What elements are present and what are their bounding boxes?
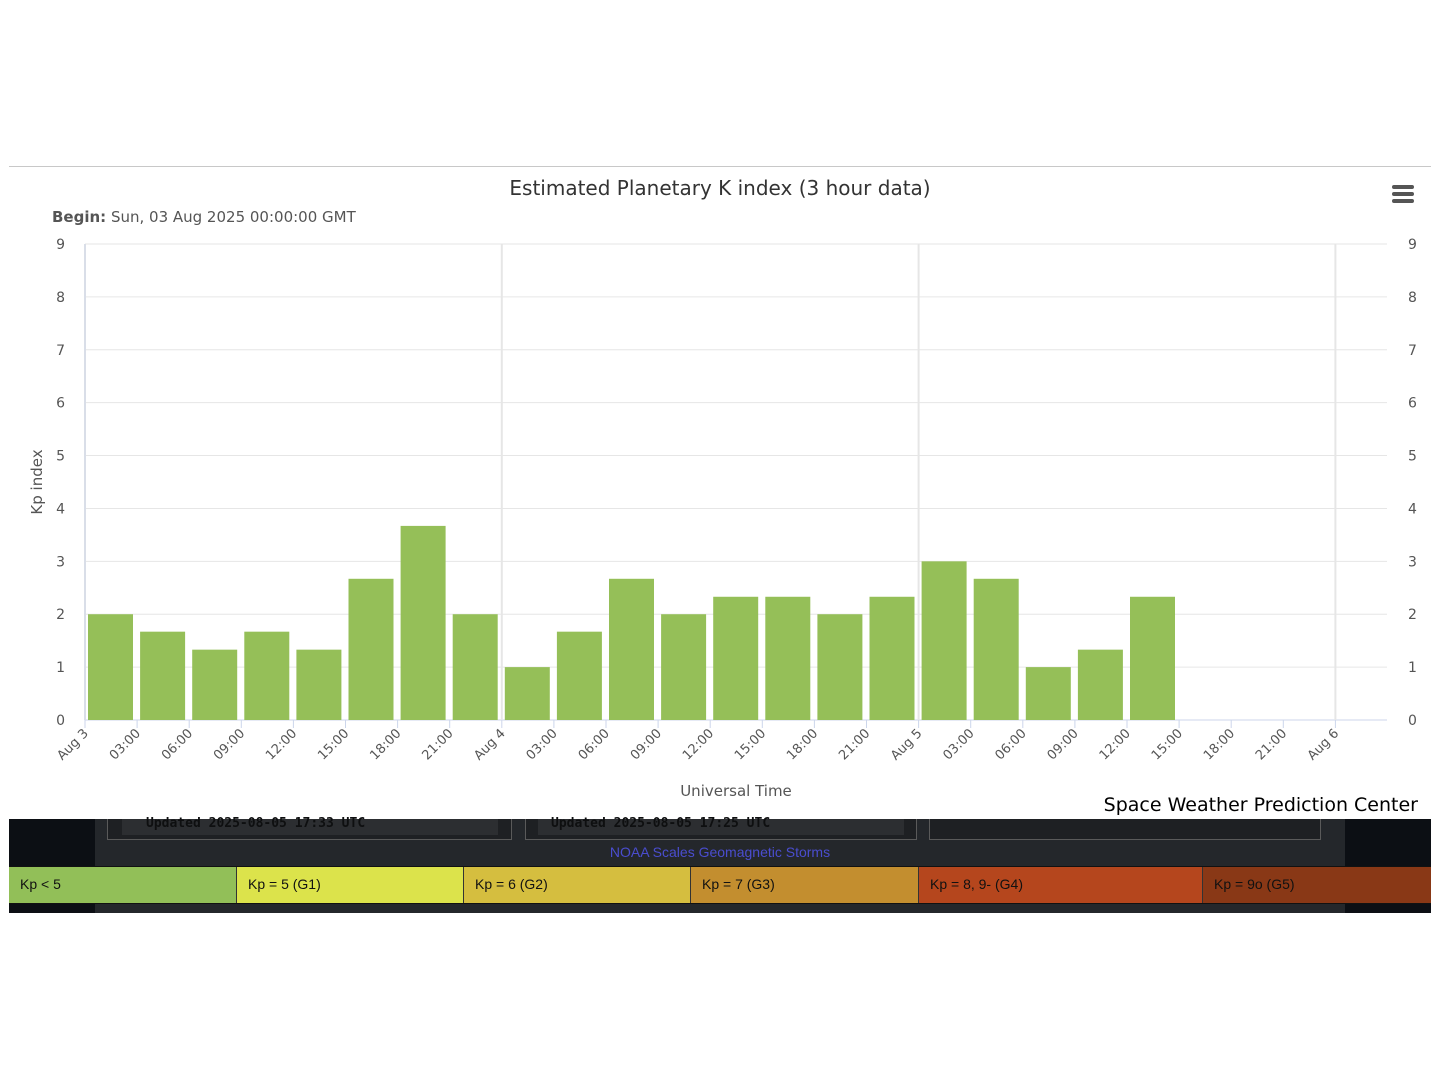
y-tick-label-right: 1 (1408, 660, 1417, 676)
status-box-right (929, 819, 1321, 840)
y-tick-label-left: 2 (56, 607, 65, 623)
y-tick-label-left: 7 (56, 343, 65, 359)
y-tick-label-left: 3 (56, 554, 65, 570)
kp-bar (556, 631, 602, 720)
kp-bar (921, 561, 967, 720)
kp-bar (452, 614, 498, 720)
begin-value: Sun, 03 Aug 2025 00:00:00 GMT (110, 208, 356, 226)
updated-timestamp-left: Updated 2025-08-05 17:33 UTC (146, 816, 366, 831)
x-tick-label: Aug 4 (471, 726, 508, 763)
status-box-left-inner (122, 819, 498, 835)
y-tick-label-left: 0 (56, 713, 65, 729)
x-tick-label: 03:00 (107, 726, 144, 763)
y-tick-label-left: 6 (56, 396, 65, 412)
status-box-middle-inner (538, 819, 904, 835)
kp-bar (88, 614, 133, 720)
x-tick-label: 12:00 (680, 726, 717, 763)
x-tick-label: 12:00 (263, 726, 300, 763)
chart-title: Estimated Planetary K index (3 hour data… (509, 176, 931, 200)
geomagnetic-storm-scale: Kp < 5 Kp = 5 (G1) Kp = 6 (G2) Kp = 7 (G… (9, 866, 1431, 904)
kp-bar (1077, 649, 1123, 720)
x-tick-label: 12:00 (1097, 726, 1134, 763)
scale-cell-g5: Kp = 9o (G5) (1203, 867, 1431, 903)
x-tick-label: 21:00 (1253, 726, 1290, 763)
kp-bar (817, 614, 863, 720)
x-tick-label: 03:00 (524, 726, 561, 763)
x-tick-label: 18:00 (784, 726, 821, 763)
begin-label: Begin: (52, 208, 107, 226)
x-tick-label: 15:00 (315, 726, 352, 763)
y-tick-label-right: 2 (1408, 607, 1417, 623)
y-tick-label-right: 9 (1408, 237, 1417, 253)
x-tick-label: 09:00 (1045, 726, 1082, 763)
x-tick-label: 18:00 (367, 726, 404, 763)
y-tick-label-right: 8 (1408, 290, 1417, 306)
x-tick-label: 06:00 (993, 726, 1030, 763)
y-tick-label-right: 5 (1408, 449, 1417, 465)
kp-bar (765, 596, 811, 720)
noaa-scales-title: NOAA Scales Geomagnetic Storms (609, 844, 831, 860)
kp-bar (661, 614, 707, 720)
kp-bar (713, 596, 759, 720)
x-tick-label: 21:00 (419, 726, 456, 763)
x-tick-label: 21:00 (836, 726, 873, 763)
y-tick-label-right: 0 (1408, 713, 1417, 729)
kp-bar (1130, 596, 1175, 720)
x-tick-label: 06:00 (159, 726, 196, 763)
x-tick-label: 09:00 (628, 726, 665, 763)
kp-bar (400, 525, 446, 720)
y-tick-label-left: 5 (56, 449, 65, 465)
y-tick-label-right: 4 (1408, 501, 1417, 517)
y-tick-label-right: 6 (1408, 396, 1417, 412)
top-divider (9, 166, 1431, 167)
y-tick-label-right: 3 (1408, 554, 1417, 570)
y-tick-label-right: 7 (1408, 343, 1417, 359)
scale-cell-kp-lt5: Kp < 5 (9, 867, 237, 903)
x-tick-label: 15:00 (1149, 726, 1186, 763)
kp-bar (504, 667, 550, 720)
x-tick-label: 15:00 (732, 726, 769, 763)
y-axis-title: Kp index (28, 449, 46, 514)
x-axis-title: Universal Time (680, 782, 792, 800)
y-tick-label-left: 1 (56, 660, 65, 676)
hamburger-menu-icon[interactable] (1392, 185, 1414, 205)
x-tick-label: 03:00 (940, 726, 977, 763)
y-tick-label-left: 8 (56, 290, 65, 306)
kp-bar-chart: 0 0 1 1 2 2 3 3 4 4 5 5 6 6 7 7 8 8 9 9 Aug 3 03:00 06:00 09:00… (28, 237, 1417, 800)
begin-timestamp: Begin: Sun, 03 Aug 2025 00:00:00 GMT (52, 208, 356, 226)
scale-cell-g2: Kp = 6 (G2) (464, 867, 691, 903)
x-tick-label: 09:00 (211, 726, 248, 763)
x-tick-label: Aug 3 (54, 726, 91, 763)
kp-bar (1025, 667, 1071, 720)
kp-bar (609, 578, 654, 720)
kp-bar (192, 649, 238, 720)
swpc-credit: Space Weather Prediction Center (1103, 794, 1418, 816)
x-tick-label: 18:00 (1201, 726, 1238, 763)
y-tick-label-left: 9 (56, 237, 65, 253)
updated-timestamp-middle: Updated 2025-08-05 17:25 UTC (551, 816, 771, 831)
kp-bar (348, 578, 394, 720)
kp-bar (244, 631, 290, 720)
scale-cell-g1: Kp = 5 (G1) (237, 867, 464, 903)
kp-bar (296, 649, 342, 720)
y-tick-label-left: 4 (56, 501, 65, 517)
x-tick-label: 06:00 (576, 726, 613, 763)
kp-bar (973, 578, 1019, 720)
scale-cell-g3: Kp = 7 (G3) (691, 867, 919, 903)
kp-bar (869, 596, 915, 720)
x-tick-label: Aug 6 (1305, 726, 1342, 763)
x-tick-label: Aug 5 (888, 726, 925, 763)
kp-bar (140, 631, 186, 720)
scale-cell-g4: Kp = 8, 9- (G4) (919, 867, 1203, 903)
